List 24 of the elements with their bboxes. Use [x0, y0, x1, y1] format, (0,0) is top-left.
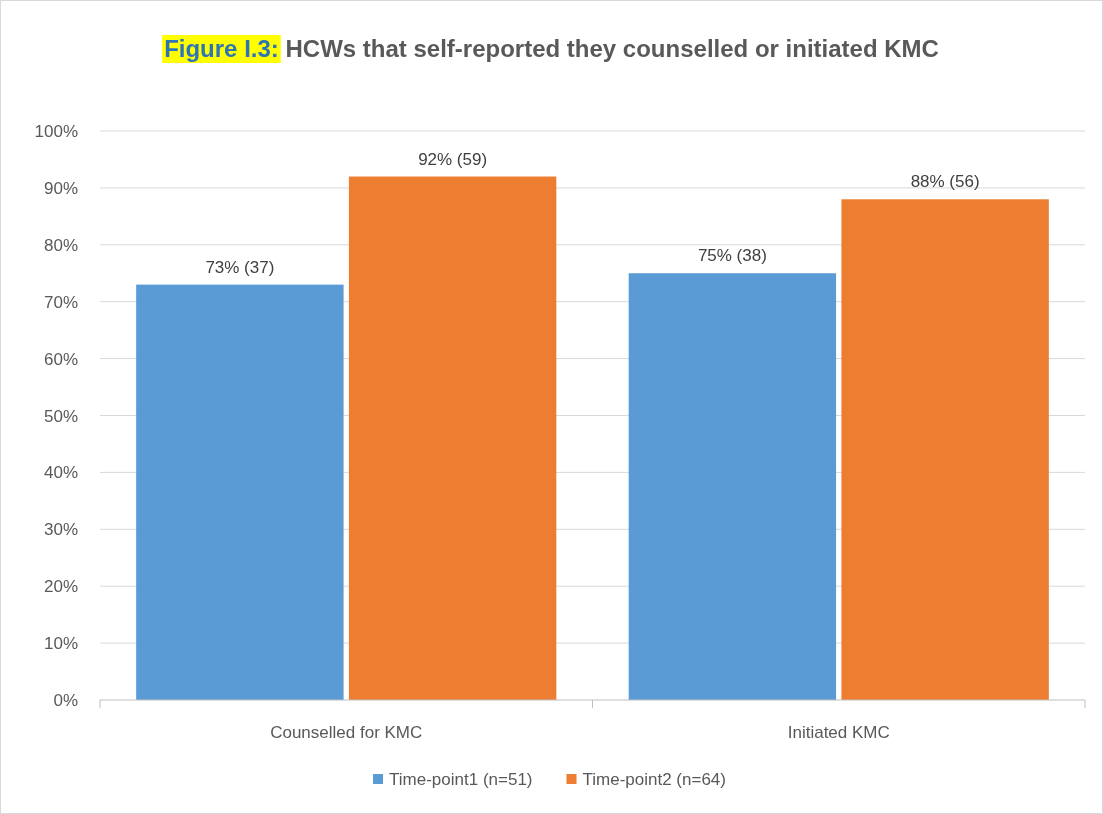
data-label: 75% (38)	[697, 246, 767, 266]
y-tick-label: 50%	[43, 406, 78, 426]
data-label: 88% (56)	[910, 172, 980, 192]
y-tick-label: 100%	[34, 122, 78, 141]
bar	[628, 273, 837, 700]
x-tick-label: Initiated KMC	[787, 723, 890, 742]
y-tick-label: 20%	[43, 577, 78, 597]
y-tick-label: 40%	[43, 463, 78, 483]
y-tick-label: 70%	[43, 292, 78, 312]
y-tick-label: 0%	[53, 691, 78, 710]
y-tick-label: 30%	[43, 520, 78, 540]
bar	[348, 176, 557, 700]
bar	[136, 284, 344, 700]
y-tick-label: 10%	[43, 634, 78, 654]
bar	[841, 199, 1049, 700]
chart-title: Figure I.3: HCWs that self-reported they counselled or initiated KMC	[164, 35, 939, 62]
legend-label: Time-point1 (n=51)	[389, 770, 533, 789]
data-label: 73% (37)	[205, 257, 275, 277]
data-label: 92% (59)	[418, 149, 488, 169]
y-tick-label: 90%	[43, 178, 78, 198]
y-tick-label: 60%	[43, 349, 78, 369]
x-tick-label: Counselled for KMC	[270, 723, 423, 742]
legend-label: Time-point2 (n=64)	[582, 770, 726, 789]
y-tick-label: 80%	[43, 235, 78, 255]
